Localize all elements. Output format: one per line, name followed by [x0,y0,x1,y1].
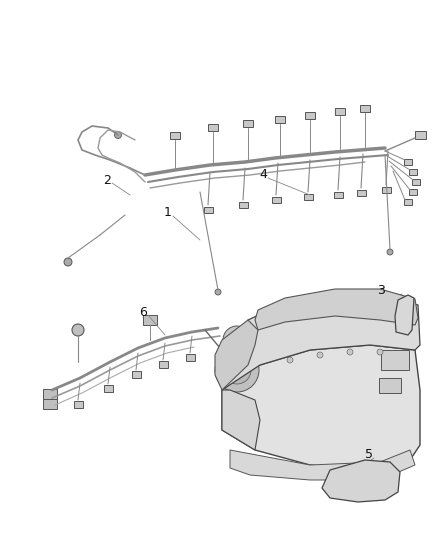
Circle shape [377,330,383,336]
Bar [409,169,417,175]
Bar [159,360,167,367]
Bar [404,199,412,205]
Circle shape [402,321,409,328]
Text: 2: 2 [103,174,111,187]
Circle shape [340,477,350,487]
Circle shape [377,349,383,355]
Circle shape [339,306,349,316]
Polygon shape [222,295,420,390]
Circle shape [364,303,372,311]
Circle shape [342,309,346,313]
Polygon shape [215,320,258,390]
Bar [143,315,157,325]
Text: 3: 3 [377,284,385,296]
Circle shape [114,132,121,139]
Bar [357,190,365,196]
Circle shape [355,482,365,492]
Bar [204,207,212,213]
Circle shape [390,301,394,305]
Bar [414,131,425,139]
Circle shape [270,321,274,325]
Bar [43,389,57,399]
Polygon shape [230,450,415,480]
Circle shape [287,337,293,343]
Bar [335,108,345,115]
Polygon shape [222,390,260,450]
Text: 4: 4 [259,168,267,182]
Bar [333,192,343,198]
Circle shape [317,335,323,341]
Circle shape [268,319,276,327]
Bar [131,370,141,377]
Circle shape [402,302,409,309]
Polygon shape [255,289,418,330]
Bar [186,353,194,360]
Circle shape [387,249,393,255]
Circle shape [223,326,251,354]
Bar [304,194,312,200]
Circle shape [223,356,251,384]
Bar [103,384,113,392]
Text: 1: 1 [164,206,172,220]
Circle shape [229,332,245,348]
Bar [74,400,82,408]
Circle shape [317,352,323,358]
Bar [170,132,180,139]
Bar [275,116,285,123]
Bar [360,104,370,111]
Polygon shape [222,345,420,470]
Circle shape [318,313,322,317]
Bar [43,399,57,409]
Circle shape [315,311,325,319]
Bar [243,119,253,126]
Circle shape [292,314,300,324]
Bar [208,124,218,131]
Bar [305,111,315,118]
Circle shape [215,289,221,295]
Bar [381,350,409,370]
Bar [379,377,401,392]
Circle shape [232,365,242,375]
Polygon shape [322,460,400,502]
Bar [351,482,369,492]
Circle shape [287,357,293,363]
Bar [409,189,417,195]
Circle shape [347,332,353,338]
Circle shape [402,311,409,319]
Bar [404,159,412,165]
Circle shape [215,348,259,392]
Bar [239,202,247,208]
Bar [381,187,391,193]
Circle shape [388,298,396,308]
Text: 5: 5 [365,448,373,462]
Circle shape [64,258,72,266]
Text: 6: 6 [139,305,147,319]
Circle shape [370,473,380,483]
Circle shape [366,305,370,309]
Polygon shape [395,295,414,335]
Circle shape [347,349,353,355]
Circle shape [294,317,298,321]
Bar [412,179,420,185]
Circle shape [72,324,84,336]
Bar [272,197,280,203]
